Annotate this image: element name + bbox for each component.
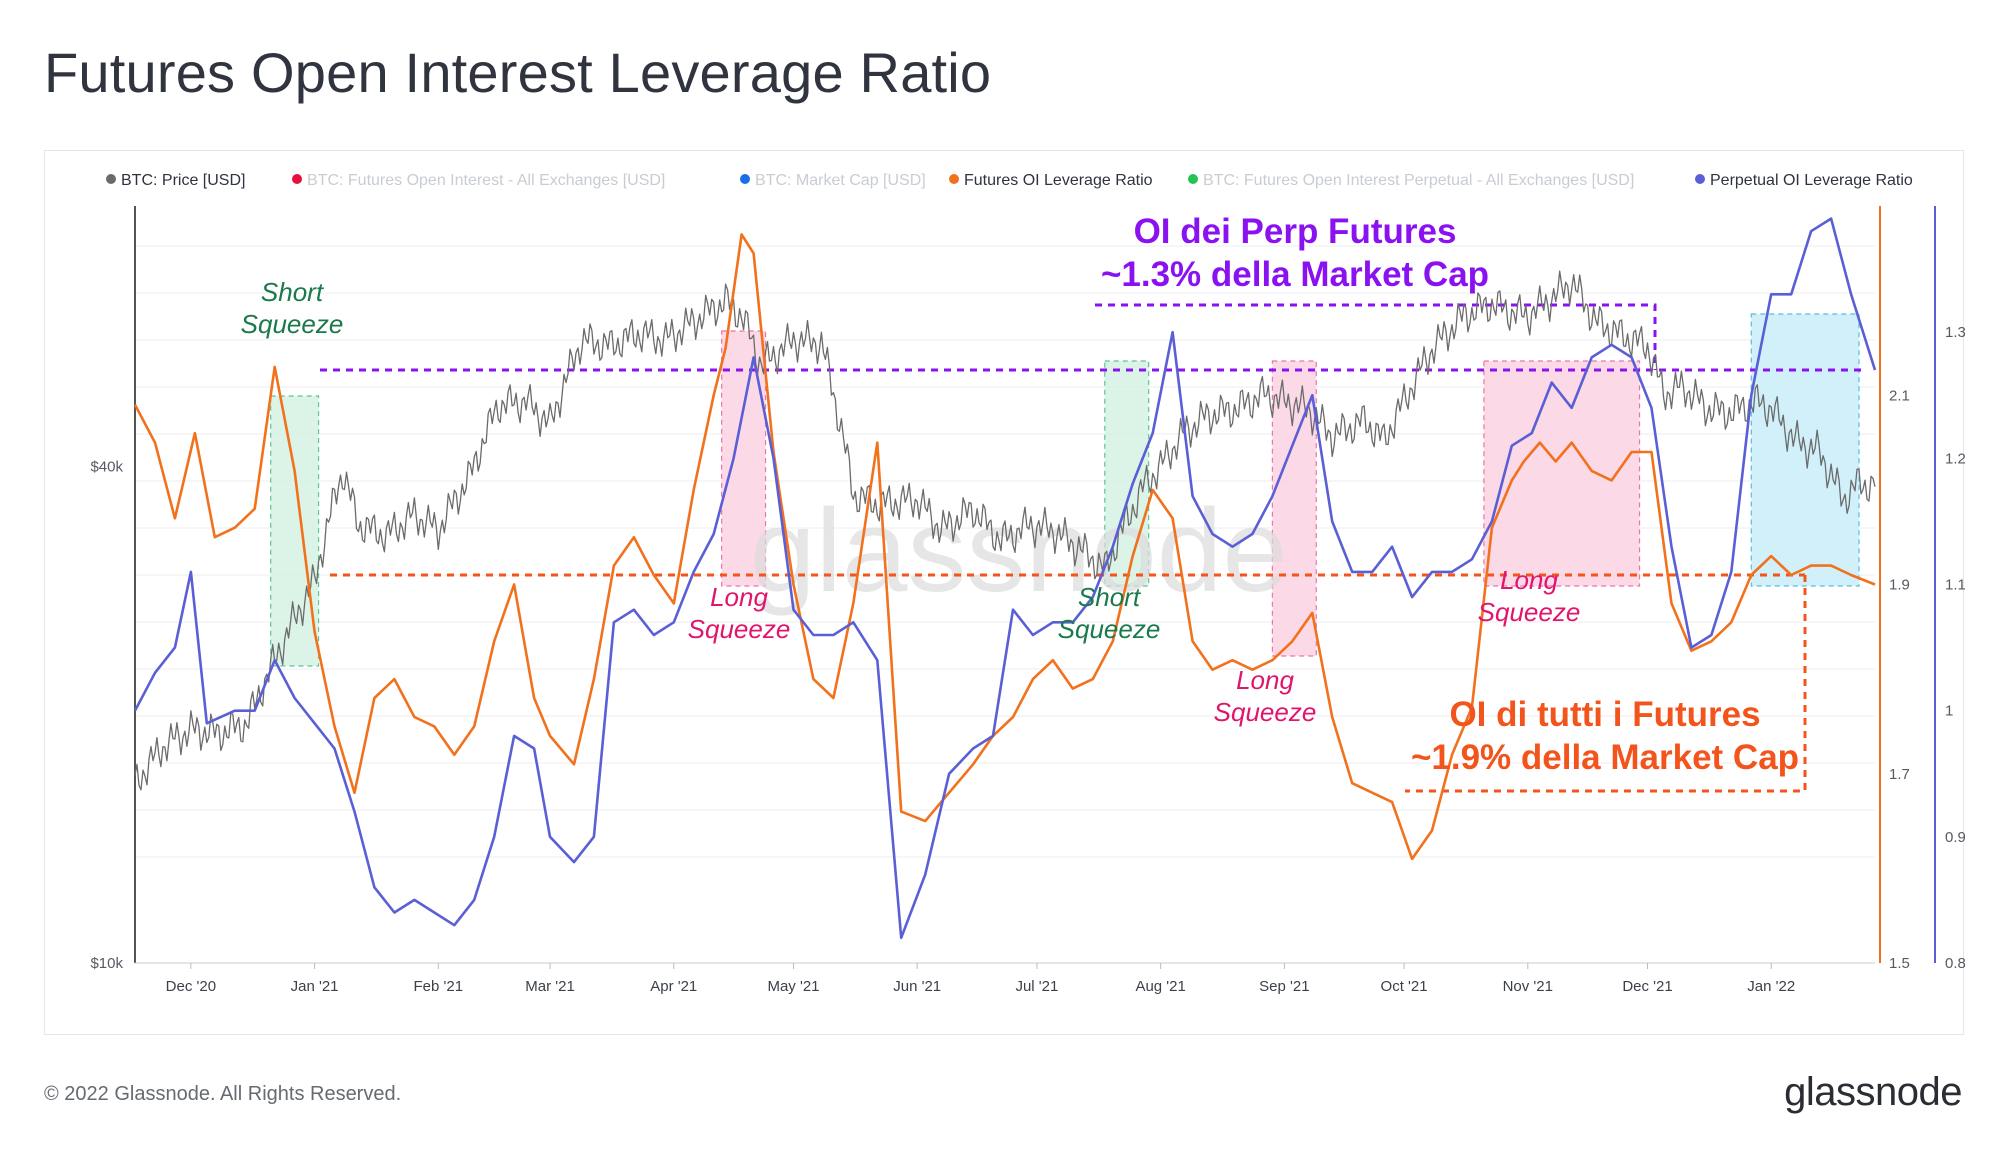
callout-bracket-futures [1405,575,1807,793]
annotation-line-1: Short [1078,582,1142,612]
callout-bracket-perp [1095,303,1657,371]
x-tick-label: Apr '21 [650,978,697,995]
y-tick-label-price: $40k [90,458,123,475]
x-tick-label: Dec '21 [1622,978,1672,995]
callout-line-2: ~1.3% della Market Cap [1101,255,1489,294]
x-tick-label: Dec '20 [166,978,216,995]
legend-label: BTC: Futures Open Interest - All Exchang… [307,172,665,189]
x-tick-label: Feb '21 [414,978,464,995]
chart-legend[interactable]: BTC: Price [USD] BTC: Futures Open Intere… [106,172,1913,189]
annotation-line-2: Squeeze [688,614,791,644]
highlight-band [1483,360,1641,587]
x-tick-label: Aug '21 [1135,978,1185,995]
squeeze-annotation: ShortSqueeze [1058,582,1161,644]
y-tick-label-perp: 0.9 [1945,829,1965,846]
x-tick-label: Jan '21 [291,978,339,995]
y-tick-label-perp: 1.1 [1945,577,1965,594]
y-tick-label-futures: 2.1 [1889,387,1910,404]
legend-item[interactable]: BTC: Futures Open Interest - All Exchang… [292,172,665,189]
squeeze-annotation: LongSqueeze [688,582,791,644]
legend-label: Perpetual OI Leverage Ratio [1710,172,1913,189]
annotation-line-1: Long [1500,565,1558,595]
y-tick-label-futures: 1.5 [1889,955,1910,972]
y-tick-label-perp: 1 [1945,703,1953,720]
x-tick-label: Jun '21 [893,978,941,995]
highlight-band [1104,360,1150,587]
legend-dot-icon [292,174,302,184]
annotation-line-2: Squeeze [1478,597,1581,627]
series-line-perp-ratio [133,217,1877,940]
y-tick-label-futures: 1.7 [1889,766,1910,783]
legend-item[interactable]: Futures OI Leverage Ratio [949,172,1153,189]
series-line-futures-ratio [133,233,1876,861]
annotation-line-1: Short [261,277,325,307]
chart-series [133,217,1877,940]
legend-dot-icon [1695,174,1705,184]
x-tick-label: Mar '21 [525,978,575,995]
highlight-bands [270,313,1860,667]
callout-line-1: OI dei Perp Futures [1134,212,1457,251]
chart-panel: BTC: Price [USD] BTC: Futures Open Intere… [44,150,1965,1035]
callout-line-2: ~1.9% della Market Cap [1411,738,1799,777]
y-tick-label-price: $10k [90,955,123,972]
y-tick-label-perp: 1.2 [1945,450,1965,467]
series-line-price [134,270,1876,791]
x-tick-label: Sep '21 [1259,978,1309,995]
chart-axes [134,206,1936,964]
chart-plot-area[interactable] [133,201,1878,951]
annotation-line-2: Squeeze [1058,614,1161,644]
x-tick-label: Jul '21 [1015,978,1058,995]
callout: OI di tutti i Futures ~1.9% della Market … [1411,695,1799,777]
callout-line-1: OI di tutti i Futures [1449,695,1760,734]
legend-item[interactable]: BTC: Price [USD] [106,172,245,189]
callout: OI dei Perp Futures ~1.3% della Market Ca… [1101,212,1489,294]
legend-item[interactable]: BTC: Futures Open Interest Perpetual - A… [1188,172,1634,189]
x-tick-label: May '21 [767,978,819,995]
annotation-line-1: Long [710,582,768,612]
axis-ticks: Dec '20 Jan '21 Feb '21 Mar '21 Apr '21 May '… [90,324,1965,995]
chart-canvas: BTC: Price [USD] BTC: Futures Open Intere… [90,172,1965,995]
legend-dot-icon [1188,174,1198,184]
y-tick-label-perp: 1.3 [1945,324,1965,341]
x-tick-label: Oct '21 [1381,978,1428,995]
legend-label: BTC: Futures Open Interest Perpetual - A… [1203,172,1634,189]
annotation-line-2: Squeeze [1214,697,1317,727]
legend-label: Futures OI Leverage Ratio [964,172,1153,189]
x-tick-label: Nov '21 [1503,978,1553,995]
reference-lines [320,303,1867,793]
footer-copyright: © 2022 Glassnode. All Rights Reserved. [44,1083,402,1105]
y-tick-label-futures: 1.9 [1889,577,1910,594]
squeeze-annotation: ShortSqueeze [241,277,344,339]
legend-dot-icon [949,174,959,184]
legend-item[interactable]: Perpetual OI Leverage Ratio [1695,172,1913,189]
glassnode-logo: glassnode [1784,1070,1962,1114]
legend-dot-icon [106,174,116,184]
squeeze-annotation: LongSqueeze [1478,565,1581,627]
legend-label: BTC: Market Cap [USD] [755,172,926,189]
x-tick-label: Jan '22 [1747,978,1795,995]
annotation-line-2: Squeeze [241,309,344,339]
highlight-band [270,395,320,667]
y-tick-label-perp: 0.8 [1945,955,1965,972]
page-title: Futures Open Interest Leverage Ratio [44,41,992,104]
squeeze-annotation: LongSqueeze [1214,665,1317,727]
annotations: ShortSqueezeLongSqueezeShortSqueezeLongS… [241,212,1799,777]
annotation-line-1: Long [1236,665,1294,695]
legend-dot-icon [740,174,750,184]
legend-item[interactable]: BTC: Market Cap [USD] [740,172,926,189]
legend-label: BTC: Price [USD] [121,172,245,189]
grid-lines [135,245,1875,858]
